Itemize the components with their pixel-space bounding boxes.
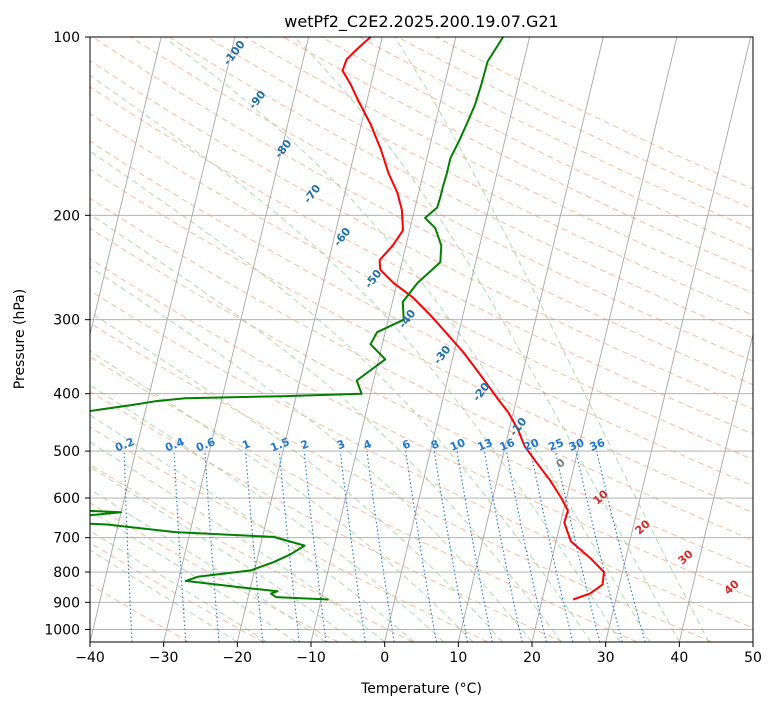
x-tick-label: −30	[149, 650, 179, 666]
dry-adiabat-line	[0, 37, 189, 642]
isotherm-line	[164, 37, 309, 642]
isotherm-line	[606, 37, 751, 642]
dry-adiabat-line	[0, 37, 775, 642]
y-tick-label: 300	[53, 313, 80, 329]
isotherm-label: -70	[301, 182, 324, 206]
isotherm-label: -40	[396, 307, 419, 331]
y-tick-label: 500	[53, 444, 80, 460]
dry-adiabat-line	[0, 37, 775, 642]
moist-adiabat-line	[0, 37, 296, 642]
mixing-ratio-label: 0.6	[194, 435, 217, 454]
dry-adiabat-line	[0, 37, 637, 642]
dry-adiabat-line	[0, 37, 775, 642]
moist-adiabat-label: 40	[722, 577, 742, 597]
moist-adiabat-line	[0, 37, 444, 642]
isotherm-label: -30	[431, 343, 454, 367]
isotherm-line	[90, 37, 235, 642]
x-tick-label: 20	[523, 650, 541, 666]
dry-adiabat-line	[0, 37, 338, 642]
mixing-ratio-line	[484, 451, 522, 642]
moist-adiabat-label: 10	[591, 487, 611, 507]
isotherm-line	[237, 37, 382, 642]
x-tick-label: 40	[670, 650, 688, 666]
dry-adiabat-line	[322, 37, 775, 642]
dry-adiabat-line	[0, 37, 775, 642]
y-tick-label: 1000	[44, 622, 80, 638]
dry-adiabat-line	[0, 37, 488, 642]
moist-adiabat-line	[0, 37, 503, 642]
mixing-ratio-label: 2	[299, 437, 311, 452]
dry-adiabat-line	[0, 37, 775, 642]
mixing-ratio-line	[340, 451, 365, 642]
y-axis-label: Pressure (hPa)	[12, 289, 28, 389]
moist-adiabat-line	[294, 37, 679, 642]
y-tick-label: 800	[53, 565, 80, 581]
mixing-ratio-label: 4	[362, 437, 374, 452]
x-tick-label: 50	[744, 650, 762, 666]
moist-adiabat-label: 20	[633, 517, 653, 537]
mixing-ratio-label: 3	[335, 437, 347, 452]
isotherm-label: -90	[246, 88, 269, 112]
dry-adiabat-line	[0, 37, 775, 642]
dry-adiabat-line	[0, 37, 562, 642]
mixing-ratio-label: 6	[400, 437, 412, 452]
mixing-ratio-line	[304, 451, 326, 642]
mixing-ratio-line	[597, 451, 646, 642]
moist-adiabat-line	[0, 37, 414, 642]
mixing-ratio-label: 0.2	[113, 435, 136, 454]
x-tick-label: −20	[223, 650, 253, 666]
mixing-ratio-line	[124, 451, 132, 642]
mixing-ratio-label: 1	[240, 437, 252, 452]
y-tick-label: 200	[53, 208, 80, 224]
moist-adiabat-line	[0, 37, 561, 642]
isotherm-line	[679, 37, 775, 642]
dry-adiabat-line	[0, 37, 775, 642]
moist-adiabat-label: 30	[676, 547, 696, 567]
y-tick-label: 900	[53, 595, 80, 611]
mixing-ratio-line	[531, 451, 573, 642]
chart-title: wetPf2_C2E2.2025.200.19.07.G21	[284, 12, 558, 32]
isotherm-line	[16, 37, 161, 642]
x-tick-label: 0	[380, 650, 389, 666]
x-tick-label: −40	[75, 650, 105, 666]
x-axis-label: Temperature (°C)	[360, 681, 482, 697]
mixing-ratio-line	[434, 451, 467, 642]
y-tick-label: 600	[53, 491, 80, 507]
mixing-ratio-line	[506, 451, 546, 642]
dry-adiabat-line	[436, 37, 775, 642]
x-tick-label: 10	[449, 650, 467, 666]
dry-adiabat-line	[17, 37, 775, 642]
dry-adiabat-line	[0, 37, 712, 642]
moist-adiabat-line	[0, 37, 355, 642]
moist-adiabat-line	[0, 37, 385, 642]
x-tick-label: −10	[296, 650, 326, 666]
mixing-ratio-line	[205, 451, 219, 642]
isotherm-label: -60	[331, 225, 354, 249]
moist-adiabat-line	[0, 37, 267, 642]
mixing-ratio-label: 1.5	[268, 435, 291, 454]
mixing-ratio-line	[576, 451, 623, 642]
isotherm-label: -20	[470, 380, 493, 404]
dry-adiabat-line	[398, 37, 775, 642]
isotherm-label: -80	[272, 137, 295, 161]
isotherm-line	[753, 37, 775, 642]
moist-adiabat-line	[37, 37, 620, 642]
isotherm-line	[532, 37, 677, 642]
isotherm-line	[311, 37, 456, 642]
y-tick-label: 100	[53, 30, 80, 46]
isotherm-label: -100	[221, 38, 248, 68]
y-tick-label: 700	[53, 531, 80, 547]
moist-adiabat-line	[0, 37, 237, 642]
dry-adiabat-line	[0, 37, 413, 642]
x-tick-label: 30	[597, 650, 615, 666]
y-tick-label: 400	[53, 387, 80, 403]
plot-frame	[90, 37, 753, 642]
